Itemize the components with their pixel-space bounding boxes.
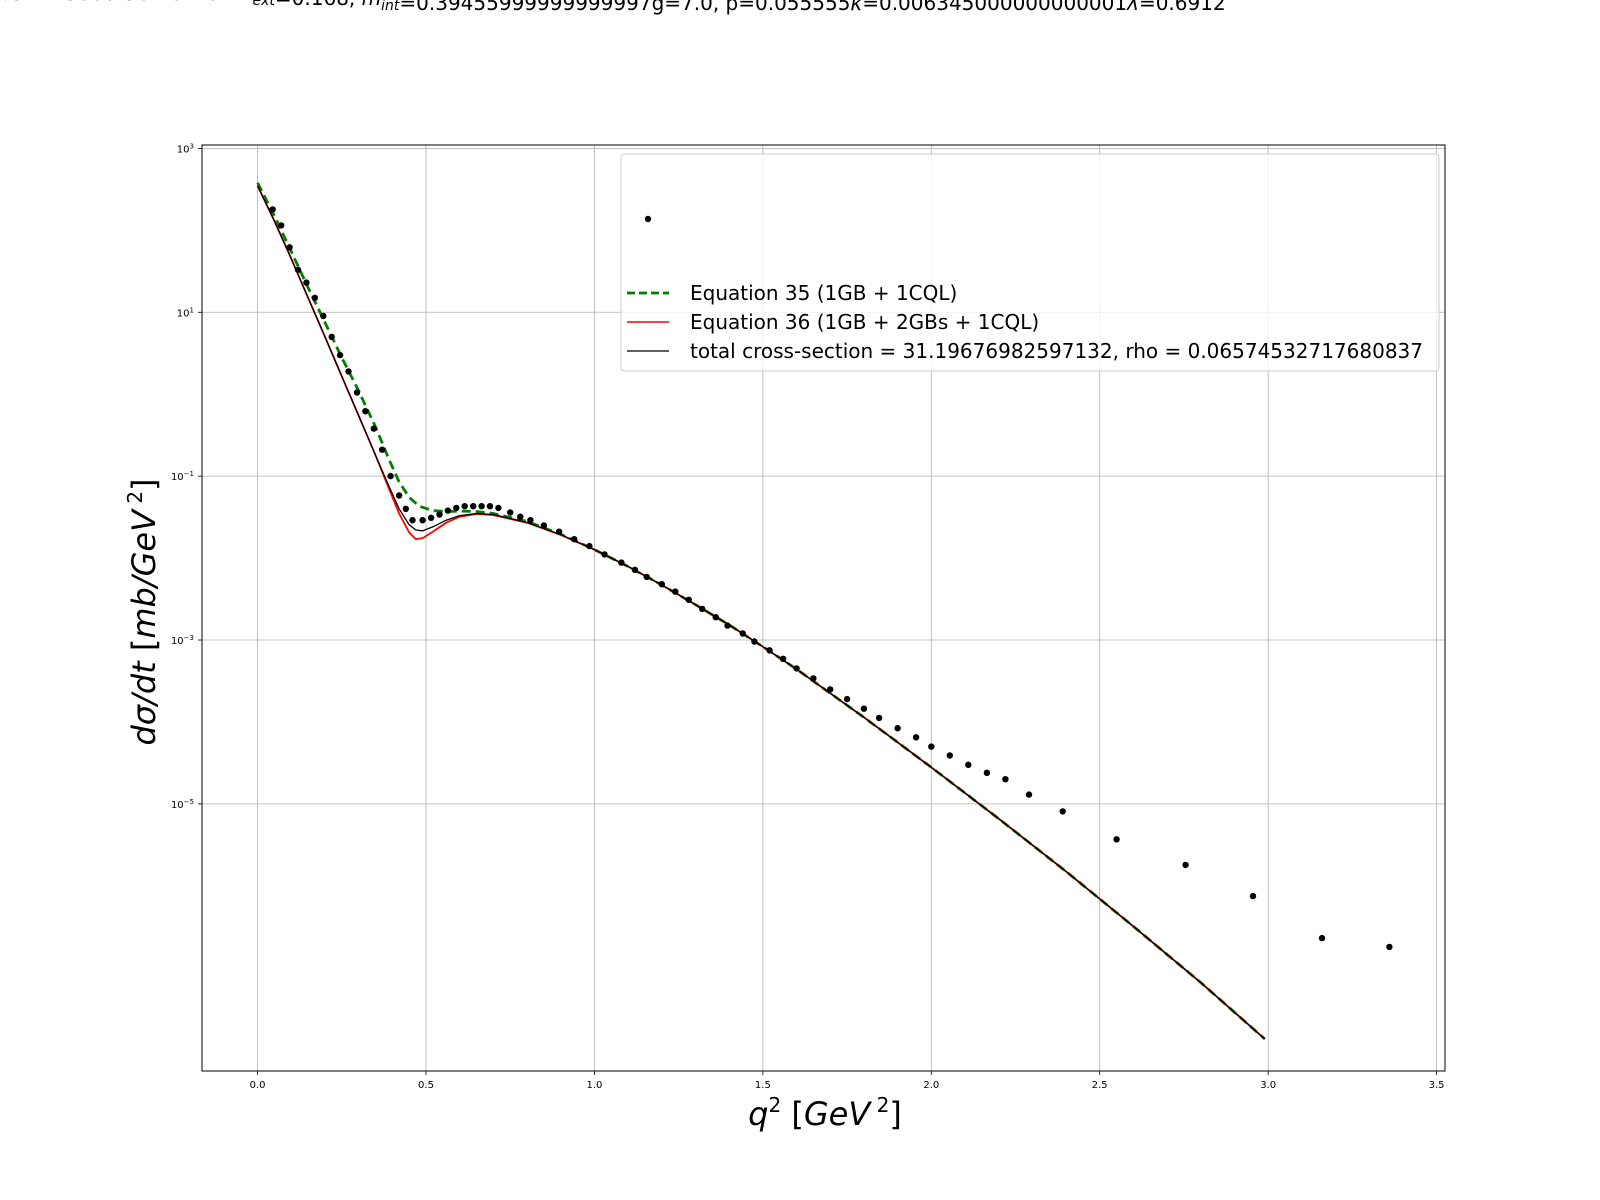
data-point <box>766 647 773 654</box>
data-point <box>555 528 563 535</box>
data-point <box>699 605 706 613</box>
data-point <box>965 761 972 768</box>
legend-box <box>620 153 1440 372</box>
data-point <box>453 504 460 512</box>
y-axis-title: dσ/dt [mb/GeV 2] <box>123 478 163 745</box>
y-tick-label: 103 <box>177 142 194 155</box>
data-point <box>540 522 548 529</box>
data-point <box>311 294 318 301</box>
data-point <box>527 517 534 524</box>
data-point <box>843 695 851 703</box>
data-point <box>427 514 435 521</box>
data-point <box>875 714 883 722</box>
data-point <box>571 536 578 543</box>
data-point <box>1182 861 1189 869</box>
data-point <box>1386 943 1393 951</box>
data-point <box>779 655 787 662</box>
data-point <box>860 705 868 712</box>
data-point <box>1318 934 1326 942</box>
data-point <box>712 614 719 621</box>
x-tick-label: 0.0 <box>250 1080 266 1091</box>
data-point <box>658 581 665 588</box>
data-point <box>1002 776 1009 783</box>
data-point <box>983 769 991 776</box>
data-point <box>402 505 409 512</box>
data-point <box>601 551 608 558</box>
data-point <box>894 725 901 732</box>
data-point <box>685 596 692 603</box>
data-point <box>751 638 758 645</box>
data-point <box>461 503 468 510</box>
total-curve <box>257 185 1266 1040</box>
data-point <box>278 222 285 229</box>
x-tick-label: 2.5 <box>1092 1080 1108 1091</box>
data-point <box>370 425 377 432</box>
eq35-curve <box>256 182 1266 1041</box>
data-point <box>478 503 485 510</box>
data-point <box>320 312 327 320</box>
data-point <box>672 588 679 595</box>
data-point <box>739 630 746 637</box>
x-tick-label: 0.5 <box>418 1080 434 1091</box>
data-point <box>387 472 394 480</box>
data-point <box>444 507 452 514</box>
data-point <box>1249 892 1257 900</box>
data-point <box>345 368 352 375</box>
series <box>256 182 1393 1041</box>
data-point <box>724 622 731 629</box>
data-point <box>269 206 276 213</box>
data-point <box>303 279 310 286</box>
x-tick-label: 3.5 <box>1429 1080 1445 1091</box>
data-point <box>810 675 817 682</box>
data-point <box>1113 836 1120 843</box>
y-tick-label: 10−3 <box>171 634 194 647</box>
x-tick-label: 2.0 <box>923 1080 939 1091</box>
y-tick-label: 101 <box>177 306 194 319</box>
data-point <box>470 503 477 510</box>
x-tick-label: 1.0 <box>586 1080 602 1091</box>
data-point <box>353 389 361 396</box>
data-point <box>517 513 524 520</box>
data-point <box>419 517 426 524</box>
data-point <box>586 542 593 550</box>
legend-data-text: √s = 13000 GeV or TeVmext=0.168, mint=0.… <box>0 0 1226 15</box>
data-point <box>294 266 302 273</box>
data-point <box>495 504 502 512</box>
legend-total-label: total cross-section = 31.19676982597132,… <box>690 339 1423 363</box>
data-point <box>793 665 800 672</box>
data-point <box>379 446 386 453</box>
legend: √s = 13000 GeV or TeVmext=0.168, mint=0.… <box>0 0 1440 372</box>
data-point <box>436 511 443 518</box>
data-point <box>395 492 403 499</box>
data-point <box>643 573 650 581</box>
y-tick-label: 10−1 <box>171 470 194 483</box>
data-point <box>1025 791 1033 798</box>
legend-data-marker <box>644 215 652 223</box>
data-point <box>912 734 920 741</box>
y-tick-label: 10−5 <box>171 798 194 811</box>
data-point <box>1059 808 1066 815</box>
data-point <box>507 509 514 516</box>
data-point <box>328 333 335 341</box>
data-point <box>486 503 494 510</box>
x-tick-label: 1.5 <box>755 1080 771 1091</box>
data-point <box>946 752 953 759</box>
plot-frame <box>201 144 1446 1072</box>
data-point <box>409 517 416 524</box>
data-point <box>618 559 625 566</box>
x-tick-label: 3.0 <box>1260 1080 1276 1091</box>
x-axis-title: q2 [GeV 2] <box>748 1093 902 1133</box>
data-point <box>336 351 344 359</box>
data-point <box>928 743 935 750</box>
data-point <box>827 686 834 693</box>
legend-eq35-label: Equation 35 (1GB + 1CQL) <box>690 281 957 305</box>
axis-ticks: 0.0 0.5 1.0 1.5 2.0 2.5 3.0 3.5 103 101 10−1 10−3 10… <box>171 142 1445 1091</box>
data-point <box>286 244 293 251</box>
data-point <box>631 566 639 573</box>
legend-eq36-label: Equation 36 (1GB + 2GBs + 1CQL) <box>690 310 1039 334</box>
data-point <box>362 408 369 415</box>
